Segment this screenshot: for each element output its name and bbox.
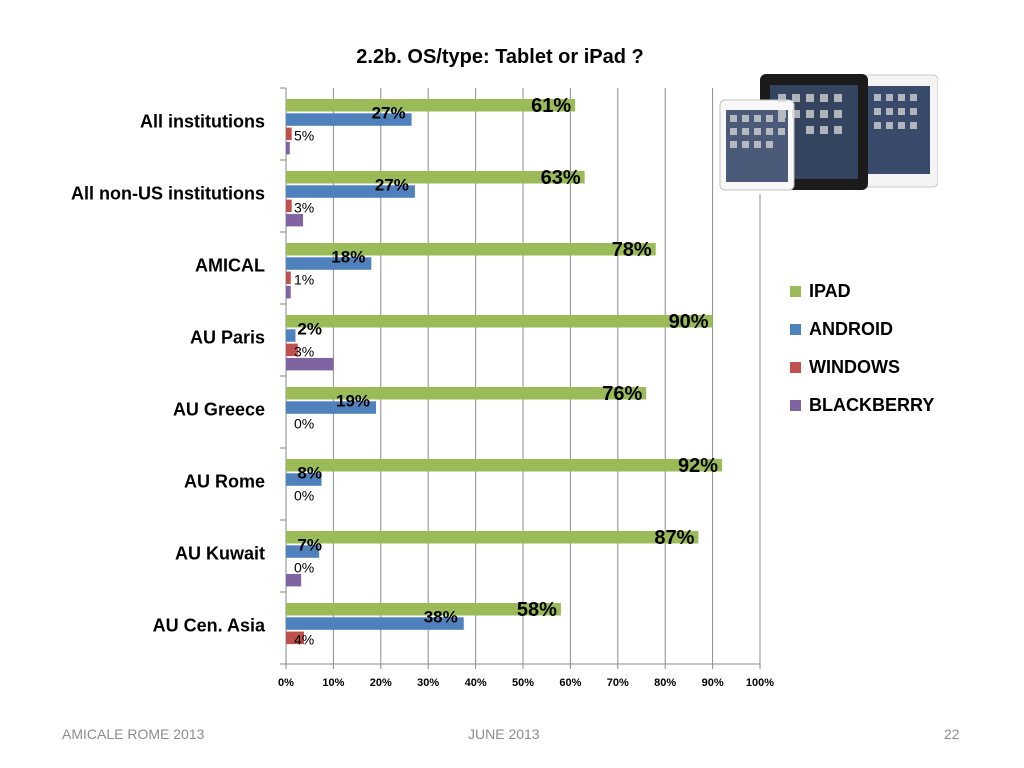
data-label-windows: 1% (294, 272, 314, 288)
x-tick-label: 70% (607, 677, 629, 689)
legend-item-android: ANDROID (790, 310, 934, 348)
category-label: AU Paris (190, 327, 265, 347)
data-label-android: 38% (424, 607, 458, 626)
legend-item-blackberry: BLACKBERRY (790, 386, 934, 424)
data-label-windows: 5% (294, 128, 314, 144)
legend-item-windows: WINDOWS (790, 348, 934, 386)
data-label-ipad: 61% (531, 95, 571, 117)
legend-label-blackberry: BLACKBERRY (809, 394, 935, 415)
data-label-ipad: 76% (602, 383, 642, 405)
category-label: AU Greece (173, 399, 265, 419)
data-label-android: 2% (297, 319, 322, 338)
legend-item-ipad: IPAD (790, 272, 934, 310)
data-label-ipad: 58% (517, 599, 557, 621)
bar-android (286, 185, 415, 198)
bar-windows (286, 631, 305, 645)
page-number: 22 (944, 726, 960, 742)
data-label-windows: 3% (294, 344, 314, 360)
bar-ipad (286, 603, 561, 616)
x-tick-labels: 0% 10% 20% 30% 40% 50% 60% 70% 80% 90% 100% (278, 677, 774, 689)
category-label: AU Cen. Asia (153, 615, 266, 635)
data-label-android: 7% (297, 535, 322, 554)
x-tick-label: 20% (370, 677, 392, 689)
bar-blackberry (286, 573, 302, 587)
bar-ipad (286, 459, 723, 472)
category-label: AU Kuwait (175, 543, 265, 563)
legend-label-ipad: IPAD (809, 280, 851, 301)
data-label-windows: 0% (294, 560, 314, 576)
data-label-windows: 3% (294, 200, 314, 216)
category-label: All non-US institutions (71, 183, 265, 203)
legend-label-android: ANDROID (809, 318, 893, 339)
bar-android (286, 617, 464, 630)
bar-android (286, 473, 322, 486)
bar-ipad (286, 99, 576, 112)
category-label: AMICAL (195, 255, 265, 275)
chart-title: 2.2b. OS/type: Tablet or iPad ? (356, 46, 643, 68)
data-label-android: 27% (375, 175, 409, 194)
x-tick-label: 100% (746, 677, 774, 689)
bar-blackberry (286, 213, 304, 227)
x-tick-label: 0% (278, 677, 294, 689)
legend-swatch-android (790, 323, 801, 335)
category-label: All institutions (140, 111, 265, 131)
data-label-android: 18% (331, 247, 365, 266)
bar-ipad (286, 387, 647, 400)
bar-ipad (286, 171, 585, 184)
bar-android (286, 545, 320, 558)
data-label-windows: 4% (294, 632, 314, 648)
bar-windows (286, 127, 292, 141)
data-label-ipad: 90% (669, 311, 709, 333)
legend-label-windows: WINDOWS (809, 356, 900, 377)
legend-swatch-windows (790, 361, 801, 373)
legend-swatch-blackberry (790, 399, 801, 411)
bar-ipad (286, 243, 656, 256)
data-label-windows: 0% (294, 416, 314, 432)
bar-android (286, 257, 372, 270)
bars (286, 99, 723, 645)
bar-ipad (286, 315, 713, 328)
legend: IPAD ANDROID WINDOWS BLACKBERRY (790, 272, 934, 424)
footer-left: AMICALE ROME 2013 (62, 726, 205, 742)
category-label: AU Rome (184, 471, 265, 491)
bar-ipad (286, 531, 699, 544)
category-labels: All institutions All non-US institutions A… (71, 111, 266, 635)
data-label-ipad: 78% (612, 239, 652, 261)
x-tick-label: 50% (512, 677, 534, 689)
bar-blackberry (286, 285, 291, 299)
data-label-android: 19% (336, 391, 370, 410)
bar-android (286, 329, 296, 342)
data-label-android: 8% (297, 463, 322, 482)
legend-swatch-ipad (790, 285, 801, 297)
data-label-android: 27% (372, 103, 406, 122)
bar-android (286, 401, 377, 414)
x-tick-label: 80% (654, 677, 676, 689)
x-tick-label: 30% (417, 677, 439, 689)
x-tick-label: 90% (702, 677, 724, 689)
x-tick-label: 10% (322, 677, 344, 689)
ipad-family-photo (718, 72, 938, 194)
data-label-ipad: 63% (541, 167, 581, 189)
footer-date: JUNE 2013 (468, 726, 540, 742)
bar-windows (286, 343, 298, 357)
data-label-ipad: 87% (654, 527, 694, 549)
bar-android (286, 113, 412, 126)
bar-windows (286, 199, 292, 213)
data-labels: 61% 27% 5% 63% 27% 3% 78% 18% 1% 90% 2% 3% 76% 19% 0% 9… (294, 95, 718, 648)
bar-blackberry (286, 357, 334, 371)
data-label-windows: 0% (294, 488, 314, 504)
bar-windows (286, 271, 291, 285)
x-tick-label: 60% (559, 677, 581, 689)
bar-blackberry (286, 141, 290, 155)
x-tick-label: 40% (465, 677, 487, 689)
data-label-ipad: 92% (678, 455, 718, 477)
